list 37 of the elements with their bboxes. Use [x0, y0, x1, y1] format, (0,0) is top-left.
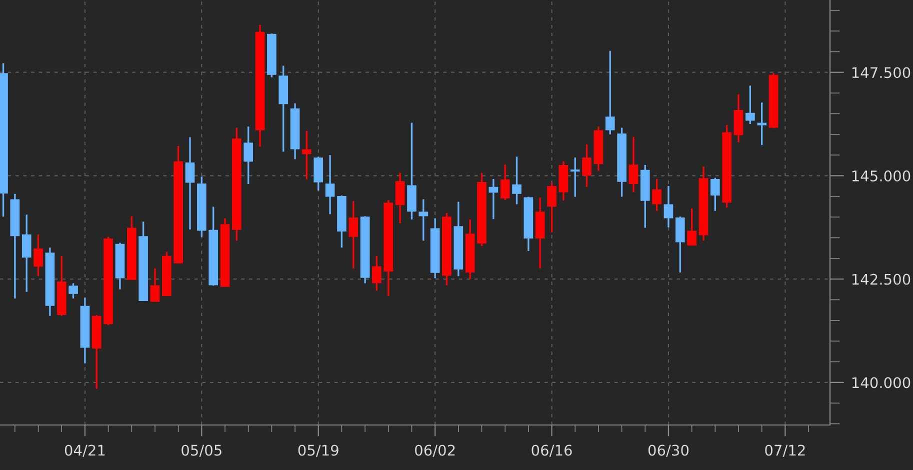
x-tick-label: 05/19: [298, 444, 338, 457]
candlestick: [582, 143, 592, 188]
y-tick-label: 145.000: [852, 170, 910, 182]
candlestick: [757, 102, 767, 146]
candlestick: [710, 176, 720, 212]
candlestick: [348, 200, 358, 270]
candlestick: [652, 178, 662, 212]
candlestick: [244, 126, 254, 185]
candlestick: [746, 84, 755, 125]
candlestick: [34, 234, 43, 277]
candlestick: [488, 178, 498, 220]
y-tick-label: 147.500: [852, 67, 910, 78]
candlestick: [68, 282, 78, 300]
candlestick: [687, 208, 696, 246]
candlestick: [302, 130, 312, 180]
x-tick-label: 05/05: [182, 444, 222, 457]
candlestick: [150, 267, 160, 303]
candlestick: [605, 50, 615, 136]
candlestick: [547, 182, 556, 234]
candlestick: [418, 198, 428, 242]
candlestick: [185, 136, 195, 230]
x-tick-label: 06/16: [532, 444, 572, 457]
candlestick: [628, 136, 638, 194]
candlestick: [664, 185, 674, 228]
candlestick: [570, 156, 580, 198]
candlestick: [500, 164, 510, 201]
y-tick-label: 140.000: [852, 377, 910, 388]
candlestick: [512, 156, 522, 206]
candlestick: [372, 255, 382, 292]
candlestick: [395, 172, 405, 224]
x-tick-label: 06/30: [648, 444, 689, 457]
candlestick: [22, 214, 32, 293]
x-tick-label: 04/21: [64, 444, 105, 457]
x-tick-label: 07/12: [765, 444, 805, 457]
x-tick-label: 06/02: [415, 444, 455, 457]
candlestick: [325, 154, 335, 215]
y-tick-label: 142.500: [852, 274, 910, 285]
